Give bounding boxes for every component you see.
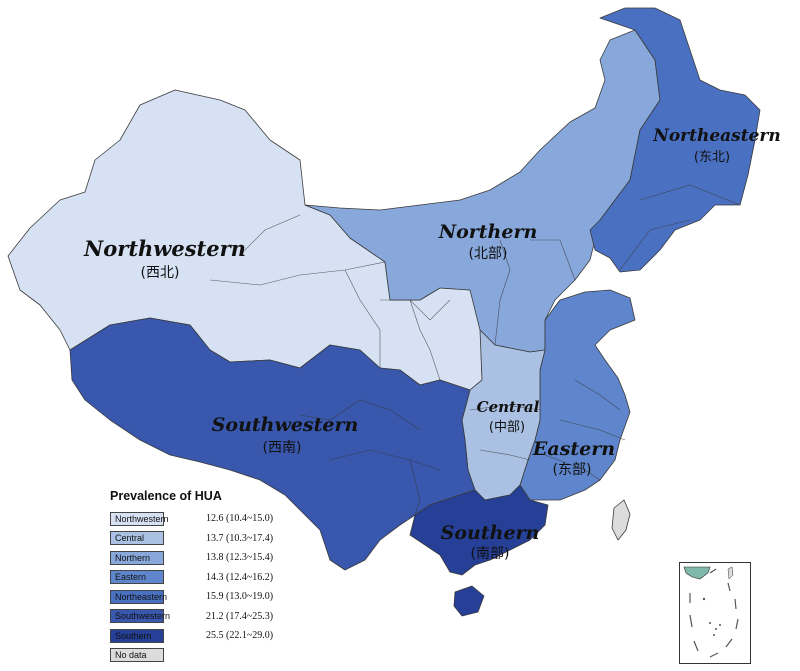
svg-text:Northeastern: Northeastern <box>652 126 780 146</box>
svg-text:Southern: Southern <box>441 522 540 544</box>
inset-hainan <box>683 566 711 580</box>
legend-value: 14.3 (12.4~16.2) <box>206 571 274 583</box>
legend-item: Northern 13.8 (12.3~15.4) <box>110 548 340 568</box>
province-border <box>469 404 541 461</box>
label-southwestern: Southwestern (西南) <box>212 414 359 456</box>
label-northwestern: Northwestern (西北) <box>83 236 246 281</box>
legend-item: Southwestern 21.2 (17.4~25.3) <box>110 607 340 627</box>
inset-island <box>719 624 721 626</box>
svg-text:Northwestern: Northwestern <box>83 236 246 261</box>
legend-label: Southwestern <box>115 611 171 622</box>
province-border <box>380 299 451 321</box>
svg-text:Central: Central <box>477 398 540 416</box>
legend-item: Southern 25.5 (22.1~29.0) <box>110 626 340 646</box>
region-southern <box>409 484 549 576</box>
svg-text:(北部): (北部) <box>469 246 508 262</box>
legend-value: 13.7 (10.3~17.4) <box>206 532 274 544</box>
label-central: Central (中部) <box>477 398 540 435</box>
inset-taiwan <box>727 566 734 580</box>
inset-island <box>713 634 715 636</box>
legend-items: Northwestern 12.6 (10.4~15.0) Central 13… <box>110 509 340 665</box>
svg-text:Southwestern: Southwestern <box>212 414 359 436</box>
legend-swatch: Southern <box>110 628 164 643</box>
legend-value: 21.2 (17.4~25.3) <box>206 610 274 622</box>
svg-text:Northern: Northern <box>438 221 538 243</box>
legend-swatch: No data <box>110 648 164 663</box>
legend-swatch: Northwestern <box>110 511 169 526</box>
legend-value: 12.6 (10.4~15.0) <box>206 513 274 525</box>
inset-island <box>709 622 711 624</box>
region-taiwan <box>611 499 631 541</box>
inset-island <box>702 597 706 601</box>
legend-label: Eastern <box>115 572 147 583</box>
legend-swatch: Central <box>110 531 164 546</box>
legend-label: Central <box>115 533 145 544</box>
legend-item: Northeastern 15.9 (13.0~19.0) <box>110 587 340 607</box>
province-border <box>299 399 441 516</box>
legend-item: Northwestern 12.6 (10.4~15.0) <box>110 509 340 529</box>
region-southern-hainan <box>453 585 485 617</box>
label-northern: Northern (北部) <box>438 221 538 262</box>
svg-text:(东北): (东北) <box>694 150 730 165</box>
label-southern: Southern (南部) <box>441 522 540 562</box>
label-eastern: Eastern (东部) <box>532 438 615 478</box>
inset-dashed-line <box>689 568 739 658</box>
label-northeastern: Northeastern (东北) <box>652 126 780 165</box>
province-border <box>209 214 386 286</box>
legend: Prevalence of HUA Northwestern 12.6 (10.… <box>110 489 340 665</box>
legend-value: 13.8 (12.3~15.4) <box>206 552 274 564</box>
legend-swatch: Northeastern <box>110 589 168 604</box>
svg-text:(西北): (西北) <box>141 265 180 281</box>
legend-item: Central 13.7 (10.3~17.4) <box>110 529 340 549</box>
legend-swatch: Eastern <box>110 570 164 585</box>
legend-swatch: Southwestern <box>110 609 170 624</box>
region-northeastern <box>589 7 761 273</box>
province-border <box>494 239 576 346</box>
svg-text:(西南): (西南) <box>263 440 302 456</box>
legend-label: Northern <box>115 552 151 563</box>
province-border <box>544 379 626 481</box>
legend-label: Northwestern <box>115 513 169 524</box>
province-border <box>619 184 741 271</box>
legend-title: Prevalence of HUA <box>110 489 222 503</box>
legend-item: No data <box>110 646 340 666</box>
svg-text:Eastern: Eastern <box>532 438 615 460</box>
legend-swatch: Northern <box>110 550 164 565</box>
legend-label: Northeastern <box>115 591 168 602</box>
legend-value: 25.5 (22.1~29.0) <box>206 630 274 642</box>
legend-item: Eastern 14.3 (12.4~16.2) <box>110 568 340 588</box>
inset-map <box>683 566 739 658</box>
legend-value: 15.9 (13.0~19.0) <box>206 591 274 603</box>
svg-text:(东部): (东部) <box>553 462 592 478</box>
legend-label: Southern <box>115 630 152 641</box>
legend-label: No data <box>115 650 147 661</box>
svg-text:(中部): (中部) <box>489 420 525 435</box>
svg-text:(南部): (南部) <box>471 546 510 562</box>
province-border <box>344 269 441 381</box>
inset-island <box>715 628 717 630</box>
south-china-sea-inset <box>679 562 751 664</box>
